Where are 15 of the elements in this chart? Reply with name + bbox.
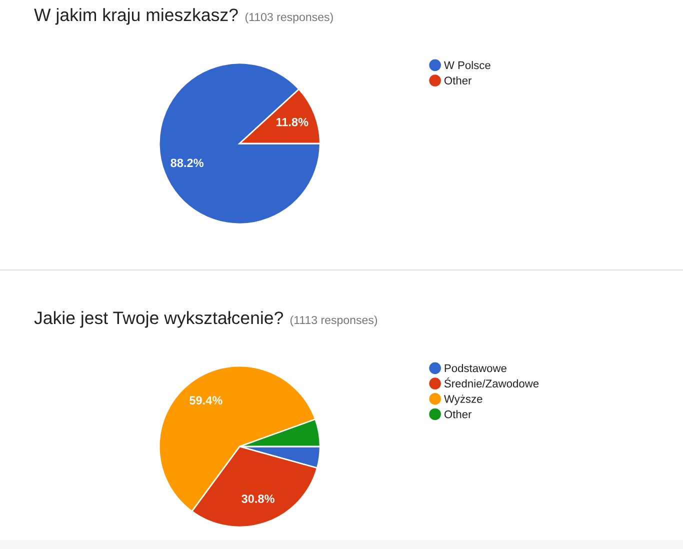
data-label: 88.2% bbox=[170, 158, 204, 168]
data-label: 59.4% bbox=[190, 396, 222, 404]
chart-title: W jakim kraju mieszkasz? bbox=[34, 8, 238, 25]
legend-label: Other bbox=[444, 410, 472, 418]
legend-label: Other bbox=[444, 76, 472, 85]
chart-subtitle: (1103 responses) bbox=[245, 12, 333, 24]
chart-subtitle: (1113 responses) bbox=[290, 316, 378, 326]
legend-label: W Polsce bbox=[444, 61, 490, 70]
chart-title: Jakie jest Twoje wykształcenie? bbox=[34, 311, 284, 328]
pie-slice bbox=[158, 62, 321, 225]
legend-label: Wyższe bbox=[444, 394, 482, 406]
data-label: 11.8% bbox=[276, 118, 308, 126]
legend-label: Średnie/Zawodowe bbox=[444, 377, 539, 388]
data-label: 30.8% bbox=[242, 494, 274, 503]
legend-label: Podstawowe bbox=[444, 364, 506, 372]
